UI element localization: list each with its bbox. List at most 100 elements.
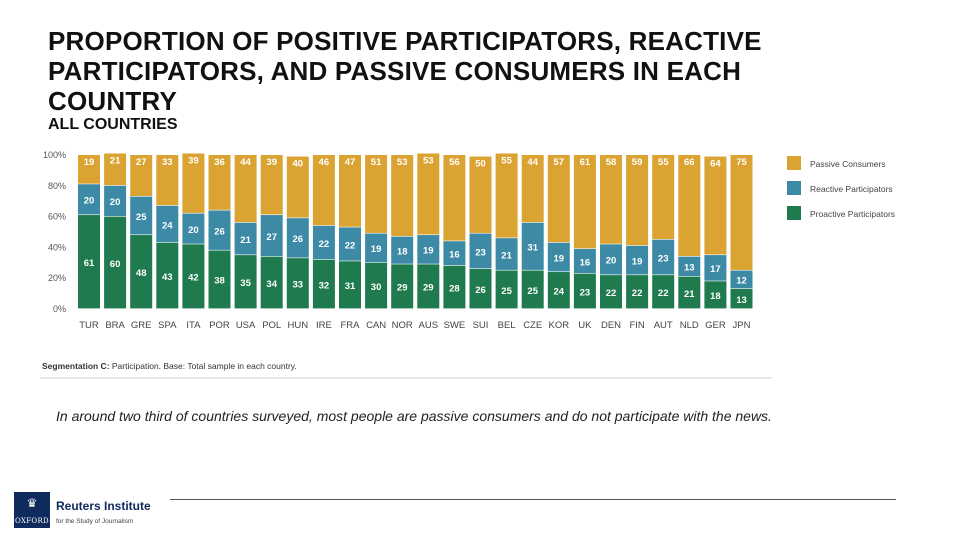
bar-segment [704,281,727,309]
bar-segment [365,262,388,309]
data-label: 59 [632,157,643,168]
crest-text: OXFORD [15,517,49,525]
bar-segment [417,264,440,309]
data-label: 21 [684,289,695,300]
bar-segment [678,155,701,257]
bar-segment [286,218,309,258]
bar-segment [521,155,544,223]
data-label: 26 [214,226,225,237]
bar-segment [156,155,179,206]
oxford-crest-icon: ♛ OXFORD [14,492,50,528]
bar-segment [443,265,466,309]
data-label: 22 [345,240,356,251]
bar-segment [286,156,309,218]
bar-segment [104,216,127,309]
bar-segment [521,222,544,270]
bar-segment [600,275,622,309]
bar-segment [104,185,127,216]
bar-segment [260,256,283,309]
bars: 61 20 19 60 20 21 48 25 27 43 24 33 42 20 39 38 26 36 35 21… [78,153,753,309]
data-label: 57 [554,157,565,168]
bar-segment [104,153,127,186]
data-label: 19 [84,157,95,168]
bar-segment [678,276,701,309]
data-label: 25 [527,286,538,297]
data-label: 22 [658,288,669,299]
bar-segment [312,155,335,226]
reuters-institute-logo: ♛ OXFORD Reuters Institute for the Study… [14,492,174,532]
legend-swatch [787,206,801,220]
bar-segment [260,155,283,215]
legend-swatch [787,181,801,195]
bar-segment [652,239,675,275]
data-label: 64 [710,159,721,170]
bar-segment [208,250,231,309]
bar-segment [339,155,361,227]
bar-segment [704,156,727,255]
x-tick-label: AUT [654,320,673,331]
bar-segment [443,241,466,266]
data-label: 17 [710,264,721,275]
bar-segment [730,270,753,289]
x-tick-label: HUN [288,320,309,331]
bar-segment [547,242,570,272]
logo-name: Reuters Institute [56,499,151,513]
y-tick-label: 0% [53,304,66,314]
bar-segment [547,272,570,309]
data-label: 19 [371,244,382,255]
data-label: 33 [293,280,304,291]
data-label: 27 [136,157,147,168]
x-tick-label: SUI [473,320,489,331]
footnote-label: Segmentation C: [42,361,110,371]
data-label: 20 [188,225,199,236]
data-label: 22 [632,288,643,299]
bar-segment [521,270,544,309]
bar-segment [573,155,596,249]
data-label: 75 [736,157,747,168]
data-label: 30 [371,282,382,293]
x-tick-label: CZE [523,320,542,331]
data-label: 24 [162,220,173,231]
chart-title: PROPORTION OF POSITIVE PARTICIPATORS, RE… [48,26,762,116]
data-label: 12 [736,276,747,287]
bar-segment [130,235,153,309]
x-tick-label: BEL [498,320,516,331]
data-label: 42 [188,273,199,284]
bar-segment [495,238,518,270]
x-tick-label: FRA [341,320,361,331]
data-label: 31 [527,243,538,254]
legend: Passive Consumers Reactive Participators P… [787,156,895,220]
data-label: 23 [580,287,591,298]
data-label: 66 [684,157,695,168]
bar-segment [417,235,440,264]
data-label: 25 [136,212,147,223]
stacked-bar-chart: 100% 80% 60% 40% 20% 0% 61 20 19 60 20 21 48 25 27 43 2… [40,150,895,379]
data-label: 36 [214,157,225,168]
x-tick-label: NLD [680,320,699,331]
data-label: 29 [423,283,434,294]
bar-segment [652,155,675,240]
x-tick-label: TUR [79,320,99,331]
data-label: 58 [606,157,617,168]
bar-segment [391,236,414,264]
y-tick-label: 60% [48,212,66,222]
legend-label: Reactive Participators [810,184,893,194]
bar-segment [78,215,100,309]
bar-segment [417,153,440,235]
legend-label: Passive Consumers [810,159,886,169]
bar-segment [208,155,231,210]
bar-segment [339,261,361,309]
data-label: 31 [345,281,356,292]
bar-segment [156,242,179,309]
data-label: 46 [319,157,330,168]
data-label: 23 [475,247,486,258]
bar-segment [234,222,257,255]
x-tick-label: UK [578,320,592,331]
data-label: 55 [501,155,512,166]
data-label: 29 [397,283,408,294]
chart-subtitle: ALL COUNTRIES [48,116,178,133]
data-label: 32 [319,280,330,291]
bar-segment [286,258,309,309]
y-tick-label: 80% [48,181,66,191]
data-label: 18 [397,246,408,257]
